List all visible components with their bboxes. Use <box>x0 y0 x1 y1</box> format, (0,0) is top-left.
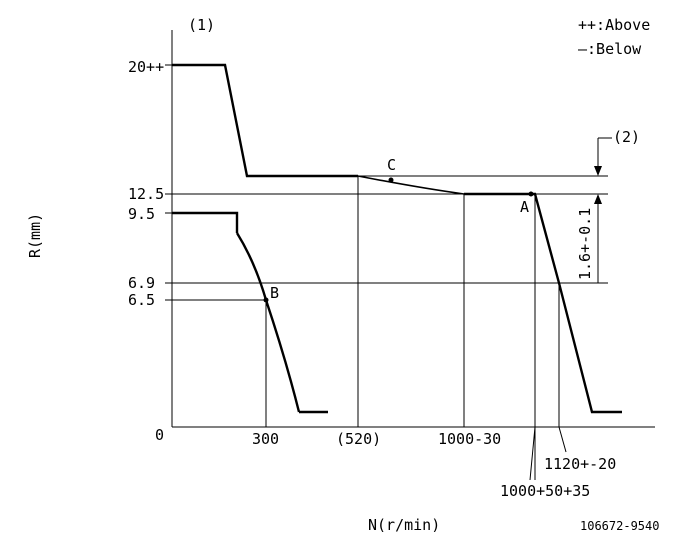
label-2: (2) <box>613 128 640 146</box>
y-tick-label-20: 20++ <box>128 58 164 76</box>
upper-curve-right <box>464 192 622 414</box>
point-b-dot <box>263 297 269 303</box>
point-a-label: A <box>520 198 529 216</box>
upper-curve-droop <box>357 175 465 195</box>
y-tick-label-6-5: 6.5 <box>128 291 155 309</box>
leader-1120 <box>558 426 567 453</box>
y-tick-label-6-9: 6.9 <box>128 274 155 292</box>
label-1: (1) <box>188 16 215 34</box>
part-number: 106672-9540 <box>580 519 659 533</box>
dim-arrow-bottom-head <box>594 194 602 204</box>
y-axis-label: R(mm) <box>26 213 44 258</box>
x-tick-label-1000-a: 1000+50+35 <box>500 482 590 500</box>
point-a-dot <box>528 191 534 197</box>
legend-above: ++:Above <box>578 16 650 34</box>
y-tick-label-0: 0 <box>155 426 164 444</box>
lower-curve-top <box>172 211 239 233</box>
legend-below: —:Below <box>578 40 642 58</box>
y-tick-label-9-5: 9.5 <box>128 205 155 223</box>
y-tick-label-12-5: 12.5 <box>128 185 164 203</box>
point-c-dot <box>388 177 394 183</box>
x-tick-label-300: 300 <box>252 430 279 448</box>
point-c-label: C <box>387 156 396 174</box>
lower-curve-drop <box>235 232 301 413</box>
upper-curve-left <box>172 63 358 178</box>
tolerance-label: 1.6+-0.1 <box>576 208 594 280</box>
x-axis-label: N(r/min) <box>368 516 440 534</box>
leader-1000-a <box>529 426 536 481</box>
x-tick-label-1120: 1120+-20 <box>544 455 616 473</box>
x-tick-label-1000: 1000-30 <box>438 430 501 448</box>
x-tick-label-520: (520) <box>336 430 381 448</box>
point-b-label: B <box>270 284 279 302</box>
dim-arrow-top-head <box>594 166 602 176</box>
